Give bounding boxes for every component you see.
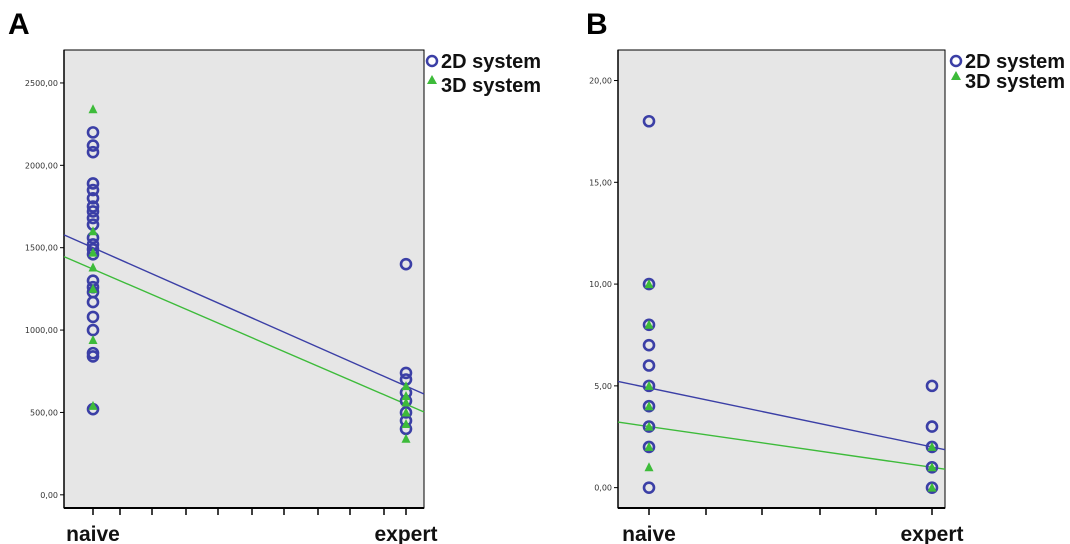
x-category-label: expert — [900, 523, 963, 544]
panel-a-legend: 2D system 3D system — [425, 51, 541, 97]
x-category-label: naive — [66, 523, 120, 544]
y-tick-label: 1000,00 — [25, 326, 58, 335]
data-point-2d — [642, 114, 656, 128]
data-point-3d — [401, 381, 411, 391]
data-point-2d — [86, 205, 100, 218]
data-point-3d — [644, 319, 654, 329]
data-point-2d — [925, 379, 939, 393]
y-tick-label: 15,00 — [589, 178, 612, 187]
fit-line-2d — [63, 234, 425, 395]
data-point-3d — [88, 104, 98, 114]
y-tick-label: 0,00 — [594, 484, 612, 493]
data-point-3d — [644, 441, 654, 451]
panel-a: A 0,00 500,00 1000,00 1500,00 2000,00 2500,00… — [8, 8, 541, 544]
legend-2d-label: 2D system — [441, 51, 541, 73]
fit-line-3d — [63, 255, 425, 413]
data-point-2d — [86, 177, 100, 190]
data-point-2d — [86, 200, 100, 213]
data-point-3d — [401, 418, 411, 428]
data-point-3d — [644, 462, 654, 472]
data-point-2d — [399, 366, 413, 380]
data-point-3d — [88, 334, 98, 344]
data-point-3d — [644, 279, 654, 289]
panel-a-plot-area — [63, 49, 425, 509]
data-point-2d — [399, 257, 413, 271]
y-tick-label: 2500,00 — [25, 79, 58, 88]
y-tick-label: 2000,00 — [25, 161, 58, 170]
fit-line-2d — [617, 380, 946, 451]
y-tick-label: 1500,00 — [25, 244, 58, 253]
data-point-3d — [927, 482, 937, 492]
data-point-3d — [401, 397, 411, 407]
panel-b-fit-lines — [617, 380, 946, 470]
data-point-2d — [86, 191, 100, 205]
panel-b: B 0,00 5,00 10,00 15,00 20,00 naive expert 2D… — [586, 8, 1065, 544]
data-point-2d — [642, 481, 656, 494]
panel-b-points — [642, 114, 939, 494]
data-point-2d — [86, 350, 100, 363]
data-point-2d — [86, 126, 100, 139]
data-point-3d — [88, 400, 98, 410]
data-point-2d — [86, 183, 100, 197]
data-point-3d — [644, 401, 654, 411]
panel-a-points — [86, 104, 413, 443]
data-point-3d — [401, 390, 411, 400]
data-point-3d — [88, 262, 98, 272]
legend-3d-label: 3D system — [965, 71, 1065, 93]
data-point-2d — [86, 295, 100, 309]
data-point-3d — [644, 421, 654, 431]
panel-b-letter: B — [586, 8, 608, 41]
panel-a-fit-lines — [63, 234, 425, 413]
data-point-3d — [401, 407, 411, 417]
legend-2d-marker — [425, 54, 439, 68]
y-tick-label: 0,00 — [40, 491, 58, 500]
y-tick-label: 500,00 — [30, 408, 58, 417]
data-point-3d — [88, 226, 98, 236]
data-point-2d — [642, 359, 656, 372]
x-category-label: naive — [622, 523, 676, 544]
panel-a-letter: A — [8, 8, 30, 41]
legend-3d-marker — [427, 75, 437, 84]
panel-a-x-ticks: naive expert — [66, 508, 438, 544]
data-point-2d — [86, 145, 100, 159]
data-point-3d — [927, 441, 937, 451]
data-point-2d — [925, 420, 939, 433]
y-tick-label: 20,00 — [589, 77, 612, 86]
data-point-2d — [86, 211, 100, 225]
legend-2d-label: 2D system — [965, 51, 1065, 73]
legend-3d-label: 3D system — [441, 75, 541, 97]
panel-b-x-ticks: naive expert — [622, 508, 964, 544]
legend-2d-marker — [949, 54, 963, 68]
x-category-label: expert — [374, 523, 437, 544]
data-point-3d — [644, 380, 654, 390]
data-point-2d — [86, 310, 100, 324]
data-point-3d — [401, 433, 411, 443]
data-point-2d — [642, 338, 656, 352]
fit-line-3d — [617, 421, 946, 470]
data-point-3d — [927, 462, 937, 472]
panel-b-legend: 2D system 3D system — [949, 51, 1065, 93]
y-tick-label: 10,00 — [589, 280, 612, 289]
panel-b-plot-area — [617, 49, 946, 509]
y-tick-label: 5,00 — [594, 382, 612, 391]
data-point-3d — [88, 247, 98, 257]
data-point-2d — [86, 139, 100, 152]
data-point-3d — [88, 283, 98, 293]
panel-a-y-ticks: 0,00 500,00 1000,00 1500,00 2000,00 2500,00 — [25, 79, 64, 500]
panel-b-y-ticks: 0,00 5,00 10,00 15,00 20,00 — [589, 77, 618, 493]
legend-3d-marker — [951, 71, 961, 80]
